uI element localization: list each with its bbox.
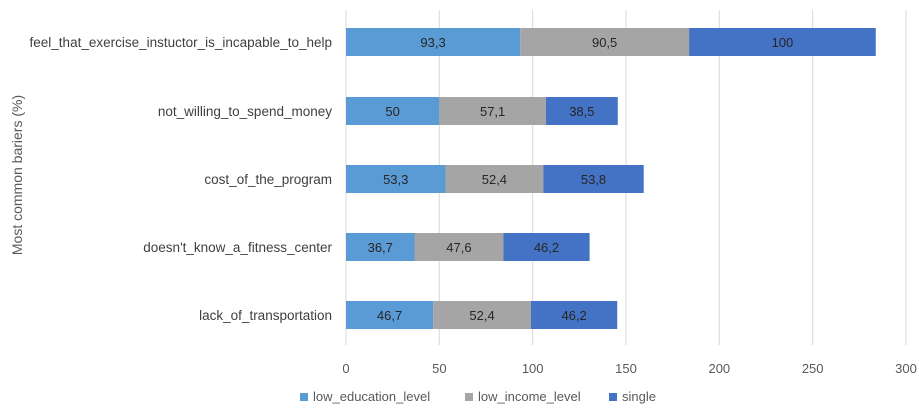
data-label: 53,3 — [383, 172, 408, 187]
x-tick-label: 0 — [342, 361, 349, 376]
x-tick-label: 150 — [615, 361, 637, 376]
bars — [346, 28, 876, 329]
legend-swatch — [465, 393, 473, 401]
x-tick-label: 100 — [522, 361, 544, 376]
bar-segment-single — [530, 301, 618, 329]
data-label: 46,2 — [534, 240, 559, 255]
x-tick-label: 300 — [895, 361, 917, 376]
data-label: 47,6 — [446, 240, 471, 255]
legend-label: single — [622, 389, 656, 404]
data-label: 52,4 — [482, 172, 507, 187]
data-label: 93,3 — [420, 35, 445, 50]
bar-segment-low-education-level — [346, 165, 446, 193]
category-label: not_willing_to_spend_money — [158, 104, 332, 119]
x-tick-label: 250 — [802, 361, 824, 376]
data-label: 46,7 — [377, 308, 402, 323]
data-label: 90,5 — [592, 35, 617, 50]
category-label: feel_that_exercise_instuctor_is_incapabl… — [30, 35, 332, 50]
data-label: 100 — [772, 35, 794, 50]
bar-segment-single — [543, 165, 644, 193]
bar-segment-low-income-level — [439, 97, 546, 125]
category-labels: feel_that_exercise_instuctor_is_incapabl… — [30, 35, 333, 323]
bar-segment-single — [545, 97, 618, 125]
bar-segment-low-income-level — [520, 28, 690, 56]
bar-segment-low-education-level — [346, 28, 521, 56]
x-tick-label: 200 — [708, 361, 730, 376]
bar-segment-low-income-level — [445, 165, 544, 193]
x-tick-labels: 0 50 100 150 200 250 300 — [342, 361, 916, 376]
x-tick-label: 50 — [432, 361, 446, 376]
data-label: 53,8 — [581, 172, 606, 187]
data-label: 50 — [385, 104, 399, 119]
bar-segment-single — [689, 28, 876, 56]
bar-segment-low-education-level — [346, 233, 415, 261]
bar-segment-single — [503, 233, 590, 261]
bar-segment-low-education-level — [346, 97, 440, 125]
legend-label: low_education_level — [313, 389, 430, 404]
bar-segment-low-income-level — [433, 301, 531, 329]
data-label: 36,7 — [368, 240, 393, 255]
bar-segment-low-income-level — [414, 233, 504, 261]
data-labels: 93,3 90,5 100 50 57,1 38,5 53,3 52,4 53,8 36,7 47,… — [368, 35, 794, 323]
category-label: lack_of_transportation — [199, 308, 332, 323]
legend-swatch — [300, 393, 308, 401]
category-label: cost_of_the_program — [204, 172, 332, 187]
y-axis-title: Most common bariers (%) — [9, 95, 25, 255]
legend: low_education_level low_income_level singl… — [300, 389, 656, 404]
legend-swatch — [609, 393, 617, 401]
data-label: 57,1 — [480, 104, 505, 119]
category-label: doesn't_know_a_fitness_center — [143, 240, 332, 255]
bar-segment-low-education-level — [346, 301, 434, 329]
data-label: 52,4 — [469, 308, 494, 323]
data-label: 46,2 — [561, 308, 586, 323]
legend-label: low_income_level — [478, 389, 581, 404]
data-label: 38,5 — [569, 104, 594, 119]
